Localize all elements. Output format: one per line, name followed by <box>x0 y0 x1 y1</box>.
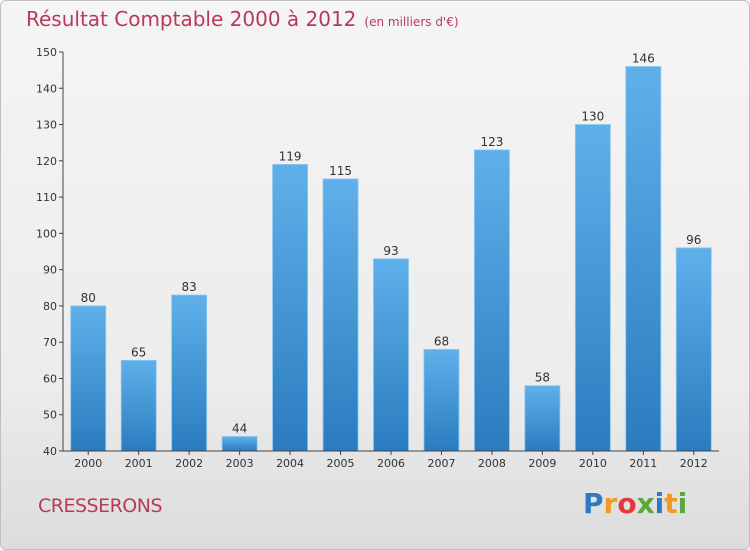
x-tick-label-2009: 2009 <box>528 457 556 470</box>
data-label-2012: 96 <box>686 233 701 247</box>
x-tick-label-2002: 2002 <box>175 457 203 470</box>
x-tick-label-2011: 2011 <box>629 457 657 470</box>
x-tick-label-2004: 2004 <box>276 457 304 470</box>
y-tick-label-40: 40 <box>43 445 57 458</box>
y-tick-label-90: 90 <box>43 264 57 277</box>
data-label-2010: 130 <box>581 110 604 124</box>
data-label-2000: 80 <box>81 291 96 305</box>
data-label-2006: 93 <box>383 244 398 258</box>
y-tick-label-130: 130 <box>36 119 57 132</box>
x-tick-label-2003: 2003 <box>226 457 254 470</box>
x-tick-label-2005: 2005 <box>327 457 355 470</box>
x-tick-label-2001: 2001 <box>125 457 153 470</box>
y-tick-label-100: 100 <box>36 227 57 240</box>
x-tick-label-2010: 2010 <box>579 457 607 470</box>
proxiti-logo: Proxiti <box>583 487 687 520</box>
data-label-2005: 115 <box>329 164 352 178</box>
data-label-2001: 65 <box>131 345 146 359</box>
x-tick-label-2012: 2012 <box>680 457 708 470</box>
x-tick-label-2000: 2000 <box>74 457 102 470</box>
bar-2004 <box>272 164 308 452</box>
chart-title-block: Résultat Comptable 2000 à 2012 (en millie… <box>26 7 459 31</box>
y-tick-label-50: 50 <box>43 409 57 422</box>
logo-letter: i <box>677 487 688 520</box>
logo-letter: x <box>636 487 655 520</box>
data-label-2003: 44 <box>232 421 247 435</box>
logo-letter: i <box>654 487 665 520</box>
bar-2008 <box>474 149 510 452</box>
y-tick-label-140: 140 <box>36 82 57 95</box>
y-tick-label-60: 60 <box>43 372 57 385</box>
bar-2011 <box>625 66 662 452</box>
chart-title: Résultat Comptable 2000 à 2012 <box>26 7 357 31</box>
y-tick-label-120: 120 <box>36 155 57 168</box>
y-tick-label-150: 150 <box>36 46 57 59</box>
town-name: CRESSERONS <box>38 495 163 517</box>
data-label-2002: 83 <box>182 280 197 294</box>
bar-2009 <box>524 385 561 452</box>
y-tick-label-70: 70 <box>43 336 57 349</box>
data-label-2011: 146 <box>632 52 655 66</box>
bar-2000 <box>70 305 107 452</box>
logo-letter: P <box>583 487 604 520</box>
x-tick-label-2008: 2008 <box>478 457 506 470</box>
data-label-2009: 58 <box>535 371 550 385</box>
bar-2010 <box>574 124 611 452</box>
bar-2012 <box>675 247 712 452</box>
data-label-2007: 68 <box>434 334 449 348</box>
logo-letter: r <box>603 487 618 520</box>
bar-2002 <box>171 294 208 452</box>
x-tick-label-2006: 2006 <box>377 457 405 470</box>
chart-subtitle: (en milliers d'€) <box>364 15 459 29</box>
bar-2001 <box>120 359 157 452</box>
logo-letter: t <box>664 487 678 520</box>
logo-letter: o <box>617 487 637 520</box>
y-tick-label-80: 80 <box>43 300 57 313</box>
x-tick-label-2007: 2007 <box>427 457 455 470</box>
bars-group: 80 65 83 44 119 115 93 68 123 58 130 146 96 <box>70 52 712 452</box>
bar-2006 <box>373 258 409 452</box>
bar-2007 <box>423 349 460 452</box>
data-label-2004: 119 <box>279 149 302 163</box>
bar-2005 <box>322 178 359 452</box>
axes-group: 2000 2001 2002 2003 2004 2005 2006 2007 2008 2009… <box>36 46 719 470</box>
bar-2003 <box>221 436 258 452</box>
data-label-2008: 123 <box>480 135 503 149</box>
y-tick-label-110: 110 <box>36 191 57 204</box>
